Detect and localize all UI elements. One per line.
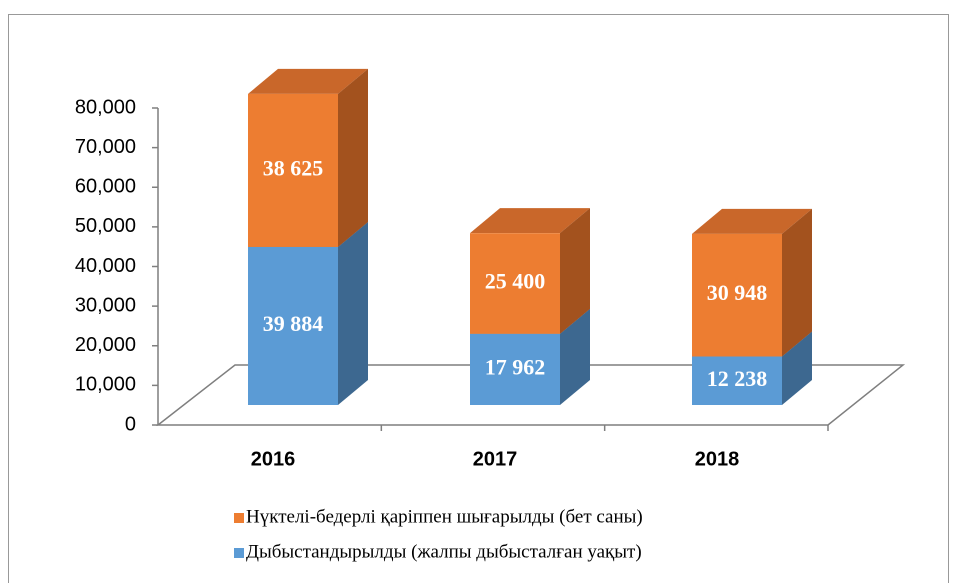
value-label: 38 625	[263, 155, 324, 180]
value-label: 17 962	[485, 354, 546, 379]
bar	[692, 233, 782, 357]
y-tick-label: 10,000	[75, 374, 136, 396]
value-label: 30 948	[707, 280, 768, 305]
bar	[470, 333, 560, 405]
y-tick-label: 0	[125, 413, 136, 435]
bar-side	[338, 68, 368, 247]
chart-border	[8, 14, 949, 583]
y-tick-label: 30,000	[75, 294, 136, 316]
bar-side	[782, 208, 812, 357]
y-tick-label: 50,000	[75, 215, 136, 237]
y-tick-label: 80,000	[75, 96, 136, 118]
legend-swatch	[234, 548, 244, 558]
y-tick-label: 40,000	[75, 255, 136, 277]
y-tick-label: 60,000	[75, 176, 136, 198]
bar	[470, 233, 560, 334]
legend-label: Дыбыстандырылды (жалпы дыбысталған уақыт…	[246, 541, 642, 562]
value-label: 25 400	[485, 269, 546, 294]
bar-top	[248, 68, 368, 94]
bar-top	[692, 208, 812, 234]
bar-side	[560, 208, 590, 334]
legend-label: Нүктелі-бедерлі қаріппен шығарылды (бет …	[246, 506, 643, 527]
legend-swatch	[234, 513, 244, 523]
y-tick-label: 70,000	[75, 136, 136, 158]
bar-top	[470, 208, 590, 234]
bar	[248, 93, 338, 247]
value-label: 39 884	[263, 311, 324, 336]
value-label: 12 238	[707, 366, 768, 391]
bar-side	[560, 308, 590, 405]
bar-side	[338, 221, 368, 405]
x-tick-label: 2017	[473, 448, 518, 470]
bar	[692, 356, 782, 405]
bar	[248, 246, 338, 405]
y-tick-label: 20,000	[75, 334, 136, 356]
x-tick-label: 2018	[695, 448, 740, 470]
x-tick-label: 2016	[251, 448, 296, 470]
bar-side	[782, 331, 812, 405]
